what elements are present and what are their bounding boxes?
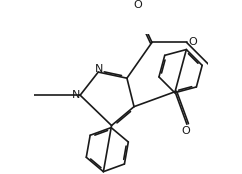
Text: O: O	[188, 37, 197, 47]
Text: O: O	[133, 0, 142, 10]
Text: N: N	[95, 64, 103, 74]
Text: N: N	[72, 90, 80, 100]
Text: O: O	[181, 126, 190, 136]
